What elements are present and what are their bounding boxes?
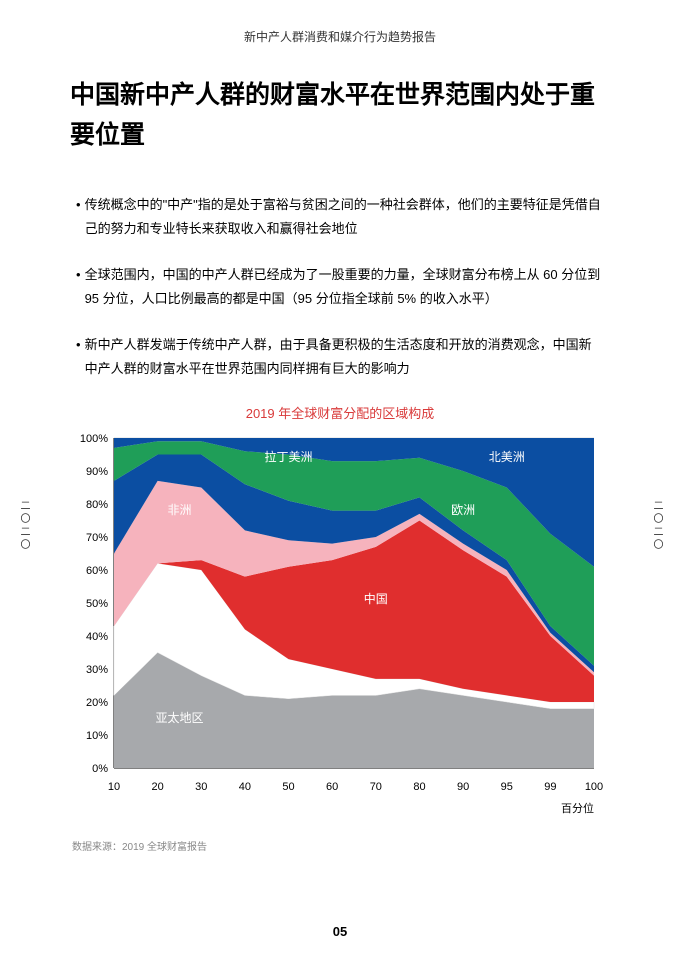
svg-text:50%: 50% xyxy=(86,598,108,610)
bullet-dot-icon: • xyxy=(76,263,81,311)
svg-text:60%: 60% xyxy=(86,565,108,577)
svg-text:百分位: 百分位 xyxy=(561,801,594,815)
svg-text:30: 30 xyxy=(195,781,207,793)
svg-text:印度: 印度 xyxy=(167,618,191,633)
bullet-dot-icon: • xyxy=(76,193,81,241)
svg-text:20%: 20% xyxy=(86,697,108,709)
svg-text:40%: 40% xyxy=(86,631,108,643)
svg-text:40: 40 xyxy=(239,781,251,793)
page-header: 新中产人群消费和媒介行为趋势报告 xyxy=(0,0,680,45)
chart-title: 2019 年全球财富分配的区域构成 xyxy=(70,403,610,422)
bullet-dot-icon: • xyxy=(76,333,81,381)
svg-text:北美洲: 北美洲 xyxy=(489,450,525,464)
bullet-text: 新中产人群发端于传统中产人群，由于具备更积极的生活态度和开放的消费观念，中国新中… xyxy=(85,333,604,381)
page-number: 05 xyxy=(0,924,680,939)
content-block: 中国新中产人群的财富水平在世界范围内处于重要位置 • 传统概念中的"中产"指的是… xyxy=(0,45,680,853)
bullet-text: 全球范围内，中国的中产人群已经成为了一股重要的力量，全球财富分布榜上从 60 分… xyxy=(85,263,604,311)
svg-text:70: 70 xyxy=(370,781,382,793)
svg-text:欧洲: 欧洲 xyxy=(451,503,475,517)
bullet-text: 传统概念中的"中产"指的是处于富裕与贫困之间的一种社会群体，他们的主要特征是凭借… xyxy=(85,193,604,241)
svg-text:70%: 70% xyxy=(86,532,108,544)
chart-source: 数据来源：2019 全球财富报告 xyxy=(72,838,610,853)
svg-text:80%: 80% xyxy=(86,499,108,511)
svg-text:30%: 30% xyxy=(86,664,108,676)
area-chart: 0% 10% 20% 30% 40% 50% 60% 70% 80% 90% 100% 亚太地区 印度 中… xyxy=(70,432,610,853)
svg-text:80: 80 xyxy=(413,781,425,793)
main-title: 中国新中产人群的财富水平在世界范围内处于重要位置 xyxy=(70,75,610,155)
bullet-list: • 传统概念中的"中产"指的是处于富裕与贫困之间的一种社会群体，他们的主要特征是… xyxy=(70,193,610,381)
svg-text:50: 50 xyxy=(282,781,294,793)
svg-text:0%: 0% xyxy=(92,763,108,775)
bullet-item: • 全球范围内，中国的中产人群已经成为了一股重要的力量，全球财富分布榜上从 60… xyxy=(76,263,604,311)
svg-text:中国: 中国 xyxy=(364,591,388,606)
margin-decoration-left: 二〇二〇 xyxy=(16,500,31,552)
svg-text:100%: 100% xyxy=(80,433,108,445)
svg-text:60: 60 xyxy=(326,781,338,793)
svg-text:99: 99 xyxy=(544,781,556,793)
bullet-item: • 传统概念中的"中产"指的是处于富裕与贫困之间的一种社会群体，他们的主要特征是… xyxy=(76,193,604,241)
svg-text:亚太地区: 亚太地区 xyxy=(155,710,203,725)
svg-text:10: 10 xyxy=(108,781,120,793)
svg-text:90%: 90% xyxy=(86,466,108,478)
bullet-item: • 新中产人群发端于传统中产人群，由于具备更积极的生活态度和开放的消费观念，中国… xyxy=(76,333,604,381)
svg-text:非洲: 非洲 xyxy=(167,503,191,517)
svg-text:95: 95 xyxy=(501,781,513,793)
svg-text:10%: 10% xyxy=(86,730,108,742)
svg-text:90: 90 xyxy=(457,781,469,793)
svg-text:拉丁美洲: 拉丁美洲 xyxy=(265,449,313,464)
svg-text:20: 20 xyxy=(152,781,164,793)
svg-text:100: 100 xyxy=(585,781,603,793)
margin-decoration-right: 二〇二〇 xyxy=(649,500,664,552)
